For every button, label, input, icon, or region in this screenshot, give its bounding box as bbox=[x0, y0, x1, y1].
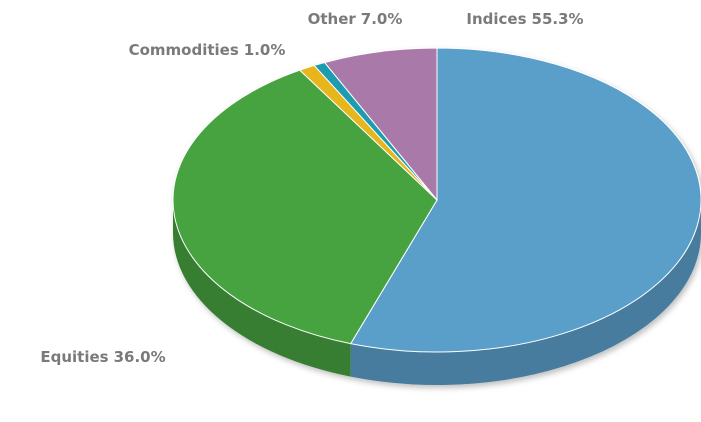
slice-label-name: Indices bbox=[466, 10, 526, 28]
slice-label-value: 1.0% bbox=[244, 41, 286, 59]
slice-label: Indices 55.3% bbox=[466, 10, 583, 28]
slice-label-name: Other bbox=[308, 10, 357, 28]
slice-label-name: Equities bbox=[40, 348, 108, 366]
pie bbox=[172, 47, 701, 386]
slice-label-value: 7.0% bbox=[361, 10, 403, 28]
slice-label-value: 55.3% bbox=[532, 10, 584, 28]
slice bbox=[323, 47, 438, 202]
slice-label-name: Commodities bbox=[129, 41, 239, 59]
slice-label-value: 36.0% bbox=[114, 348, 166, 366]
slice-label: Equities 36.0% bbox=[40, 348, 165, 366]
slice bbox=[172, 69, 438, 345]
slice-label: Commodities 1.0% bbox=[129, 41, 286, 59]
slice-label: Other 7.0% bbox=[308, 10, 403, 28]
slice bbox=[349, 47, 701, 353]
slice-side bbox=[350, 200, 701, 386]
